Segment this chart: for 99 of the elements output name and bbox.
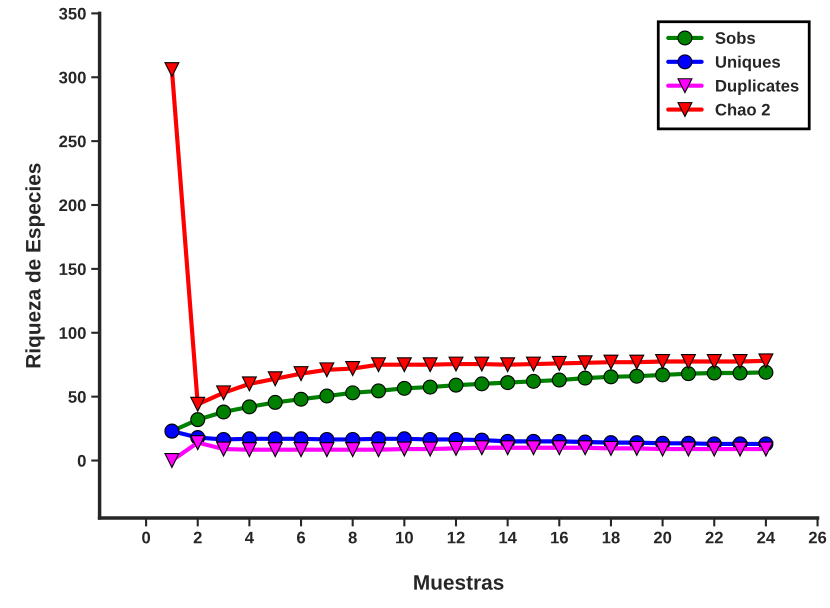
point [526,356,541,372]
point [396,380,412,396]
point [345,361,360,376]
point [396,357,412,372]
x-tick-label: 12 [448,532,465,544]
point [319,442,334,458]
x-tick-label: 20 [654,532,672,544]
legend-label: Uniques [716,56,780,72]
point [216,385,232,400]
point [448,378,464,393]
point [603,369,618,384]
point [164,453,180,468]
point [706,354,722,370]
point [732,442,748,457]
point [474,440,490,456]
point [680,366,696,382]
point [578,370,593,386]
point [190,396,206,412]
point [629,440,644,456]
point [345,442,360,458]
x-tick-label: 0 [142,532,150,544]
x-tick-label: 16 [551,532,568,544]
point [655,367,670,382]
point [422,442,438,457]
y-tick-label: 300 [58,72,86,84]
point [758,364,774,380]
point [732,366,748,381]
point [448,356,464,372]
point [500,375,516,390]
point [242,376,257,392]
point [474,376,490,392]
point [396,442,412,457]
point [655,354,670,370]
x-tick-label: 26 [808,532,826,544]
point [345,385,360,400]
point [758,442,774,457]
point [758,353,774,368]
point [422,380,438,395]
point [526,374,541,389]
legend-label: Duplicates [716,79,799,95]
x-tick-label: 22 [706,532,723,544]
point [526,440,541,456]
point [680,354,696,370]
x-tick-label: 4 [245,532,254,544]
point [603,354,618,370]
point [448,440,464,456]
point [552,440,567,456]
point [216,442,232,457]
x-tick-label: 6 [297,532,306,544]
y-tick-label: 250 [59,136,86,148]
point [474,356,490,372]
point [578,355,593,370]
x-tick-label: 2 [194,532,202,544]
point [629,354,644,370]
point [268,371,283,386]
point [706,442,722,457]
point [552,356,567,371]
point [422,357,438,372]
point [680,442,696,457]
x-tick-label: 8 [348,532,357,544]
y-tick-label: 50 [68,391,86,403]
point [319,388,334,404]
point [371,383,386,398]
y-axis-title: Riqueza de Especies [25,163,45,368]
legend-label: Chao 2 [716,103,770,116]
point [706,366,722,381]
y-tick-label: 0 [78,454,86,467]
point [242,399,257,414]
x-axis-title: Muestras [414,575,504,590]
point [629,368,644,384]
x-tick-label: 10 [396,532,413,544]
point [732,354,748,370]
point [294,392,309,407]
point [216,404,232,420]
point [164,62,180,78]
point [190,412,206,428]
point [294,442,309,458]
point [319,362,334,378]
x-tick-label: 24 [757,532,776,544]
point [578,440,593,456]
x-tick-label: 18 [602,532,620,544]
point [655,442,670,457]
y-tick-label: 350 [58,8,86,20]
point [500,357,516,372]
point [371,357,386,372]
point [552,372,567,388]
x-tick-label: 14 [499,532,517,544]
y-tick-label: 200 [59,199,86,212]
point [268,442,283,458]
y-tick-label: 150 [60,263,86,276]
point [190,435,206,450]
point [371,442,386,458]
y-tick-label: 100 [60,327,86,339]
point [603,440,618,456]
legend-label: Sobs [715,32,755,44]
point [294,366,309,382]
point [242,442,257,458]
point [268,394,283,410]
point [500,440,516,456]
